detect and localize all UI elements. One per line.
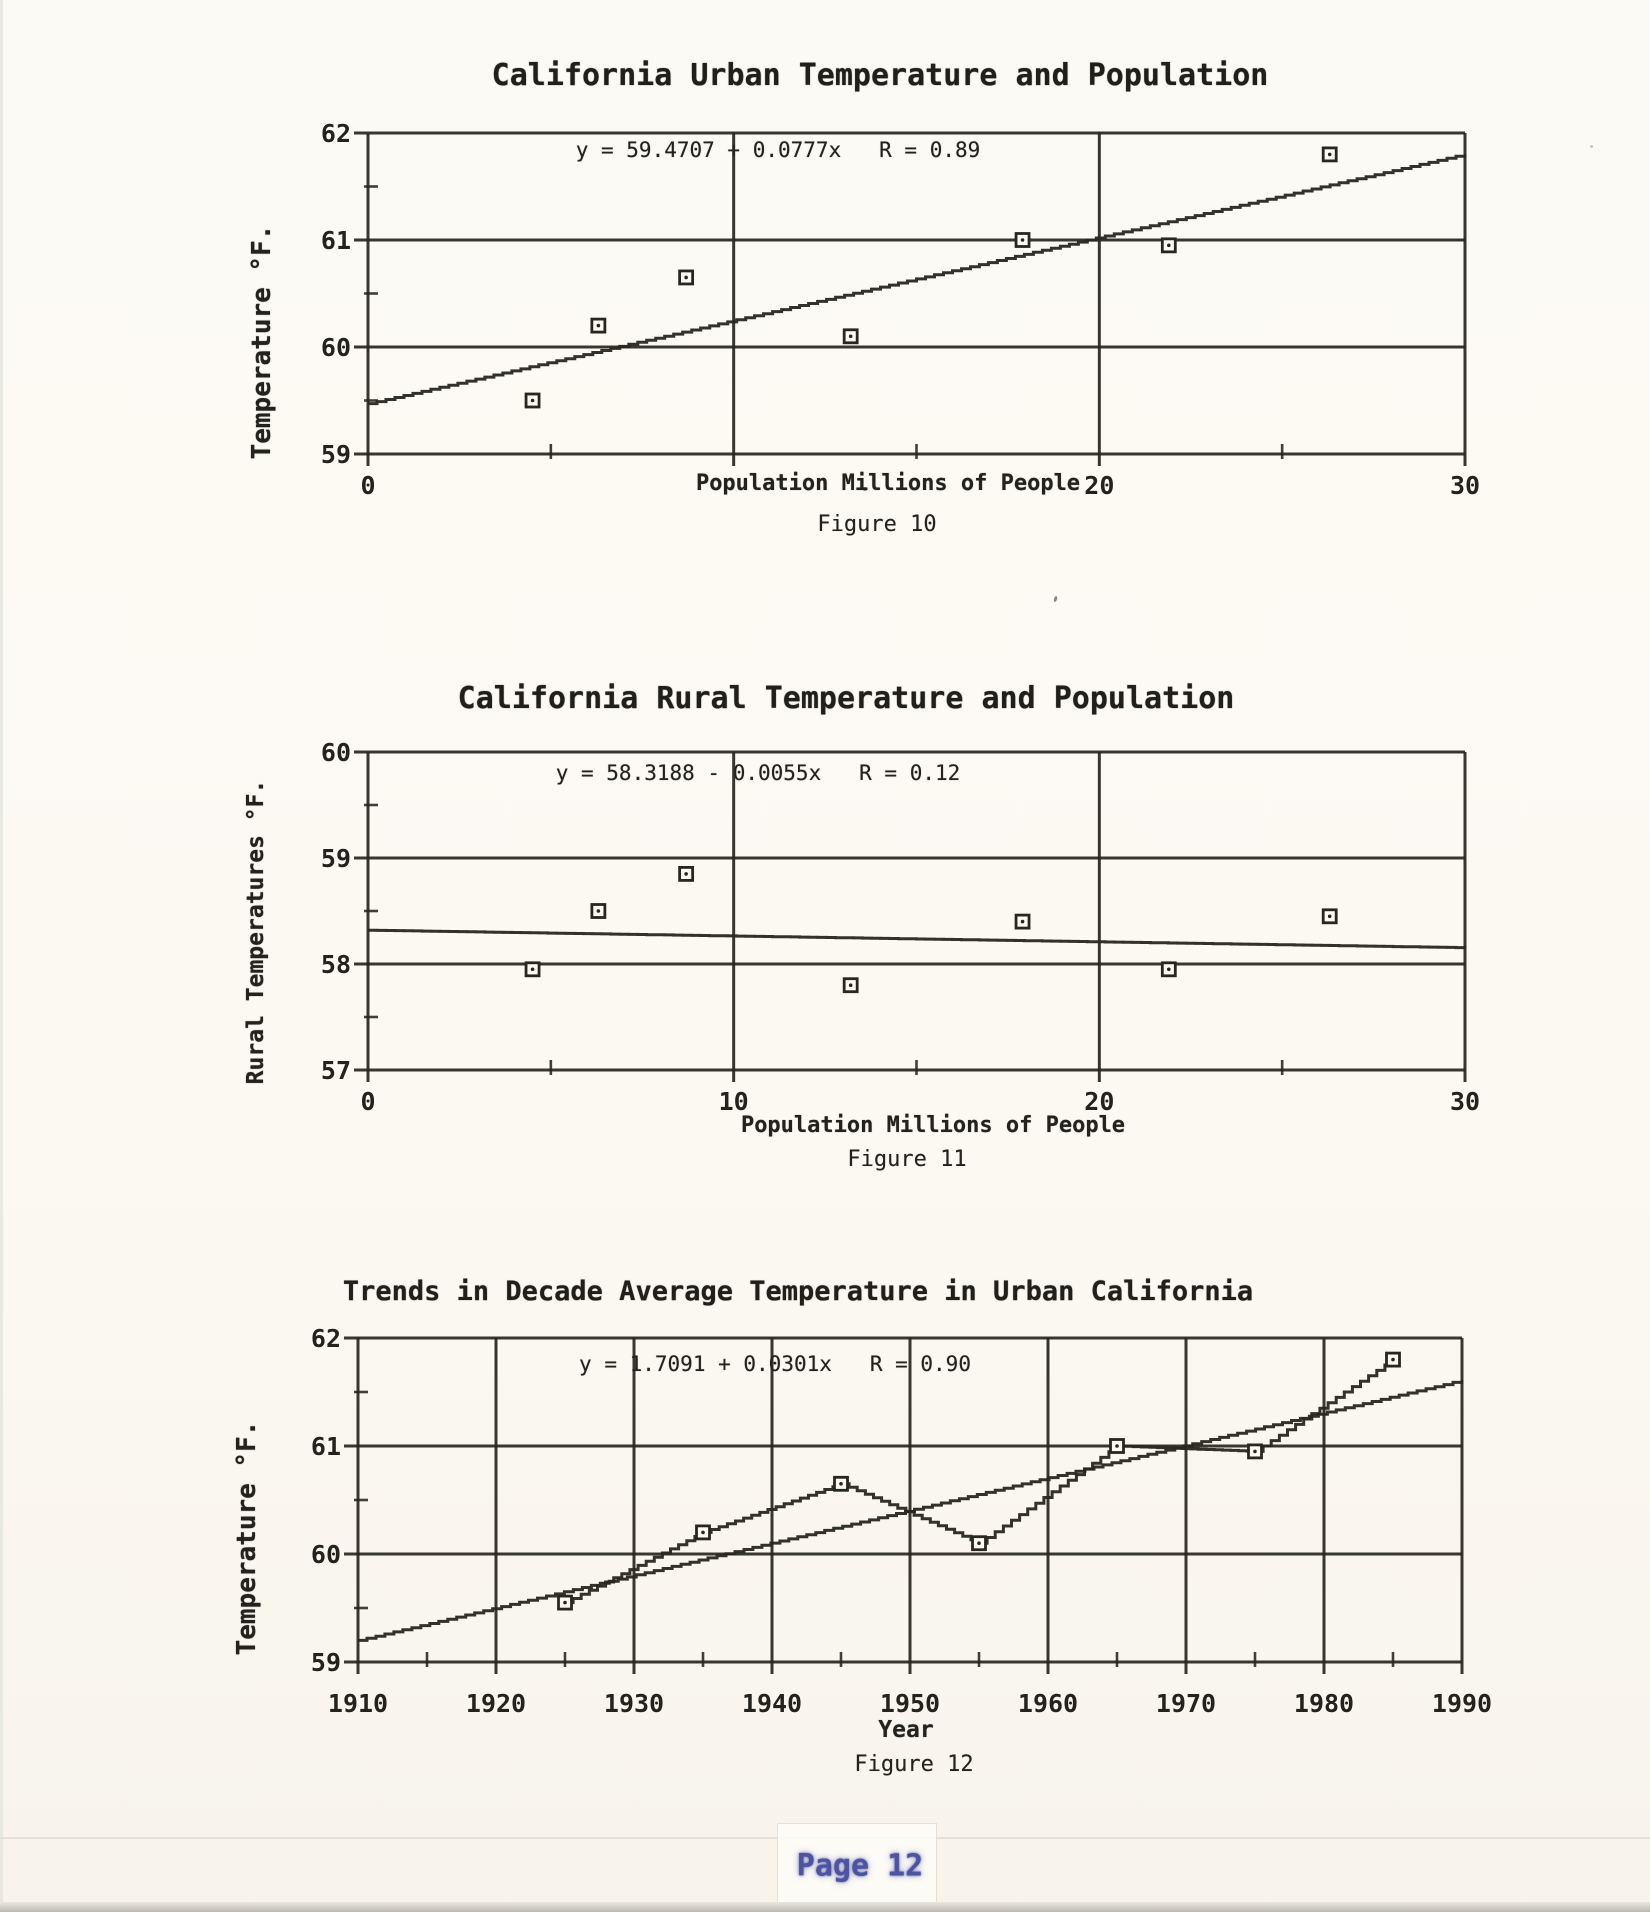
figure-caption: Figure 12	[854, 1752, 974, 1777]
chart-title: California Rural Temperature and Populat…	[457, 681, 1235, 716]
regression-equation: y = 58.3188 - 0.0055x R = 0.12	[555, 761, 961, 785]
y-tick-label: 59	[311, 1648, 341, 1677]
x-tick-label: 1920	[466, 1689, 526, 1718]
y-axis-title: Temperature °F.	[247, 224, 277, 460]
x-tick-label: 0	[360, 471, 375, 500]
y-tick-label: 58	[321, 950, 351, 979]
x-tick-label: 30	[1450, 1087, 1480, 1116]
y-tick-label: 61	[311, 1432, 341, 1461]
page-number-sticker	[777, 1823, 937, 1905]
x-tick-label: 1960	[1018, 1689, 1078, 1718]
scan-speck	[1053, 595, 1058, 603]
regression-equation: y = 1.7091 + 0.0301x R = 0.90	[579, 1352, 971, 1376]
y-tick-label: 60	[321, 738, 351, 767]
y-tick-label: 61	[321, 226, 351, 255]
x-tick-label: 1940	[742, 1689, 802, 1718]
x-tick-label: 20	[1084, 471, 1114, 500]
chart-title: Trends in Decade Average Temperature in …	[342, 1276, 1254, 1307]
y-tick-label: 59	[321, 440, 351, 469]
page-number: Page 12	[796, 1848, 924, 1884]
x-tick-label: 1980	[1294, 1689, 1354, 1718]
x-tick-label: 20	[1084, 1087, 1114, 1116]
x-tick-label: 1910	[328, 1689, 388, 1718]
scan-bottom-edge	[0, 1902, 1650, 1912]
regression-equation: y = 59.4707 + 0.0777x R = 0.89	[575, 138, 981, 162]
x-axis-title: Population Millions of People	[695, 471, 1081, 496]
x-tick-label: 10	[719, 1087, 749, 1116]
chart-title: California Urban Temperature and Populat…	[491, 58, 1269, 93]
x-tick-label: 1990	[1432, 1689, 1492, 1718]
scan-speck	[1590, 145, 1593, 148]
x-tick-label: 30	[1450, 471, 1480, 500]
scan-left-edge	[0, 0, 3, 1912]
x-tick-label: 1950	[880, 1689, 940, 1718]
x-tick-label: 0	[360, 1087, 375, 1116]
y-tick-label: 62	[311, 1324, 341, 1353]
y-axis-title: Rural Temperatures °F.	[243, 779, 269, 1085]
figure-caption: Figure 11	[847, 1147, 967, 1172]
y-tick-label: 62	[321, 119, 351, 148]
y-tick-label: 59	[321, 844, 351, 873]
y-tick-label: 57	[321, 1056, 351, 1085]
figure-caption: Figure 10	[817, 512, 937, 537]
x-tick-label: 1970	[1156, 1689, 1216, 1718]
y-tick-label: 60	[311, 1540, 341, 1569]
x-axis-title: Year	[878, 1717, 934, 1743]
scan-speck	[863, 487, 867, 491]
y-axis-title: Temperature °F.	[232, 1420, 262, 1656]
x-axis-title: Population Millions of People	[740, 1113, 1126, 1138]
y-tick-label: 60	[321, 333, 351, 362]
x-tick-label: 1930	[604, 1689, 664, 1718]
